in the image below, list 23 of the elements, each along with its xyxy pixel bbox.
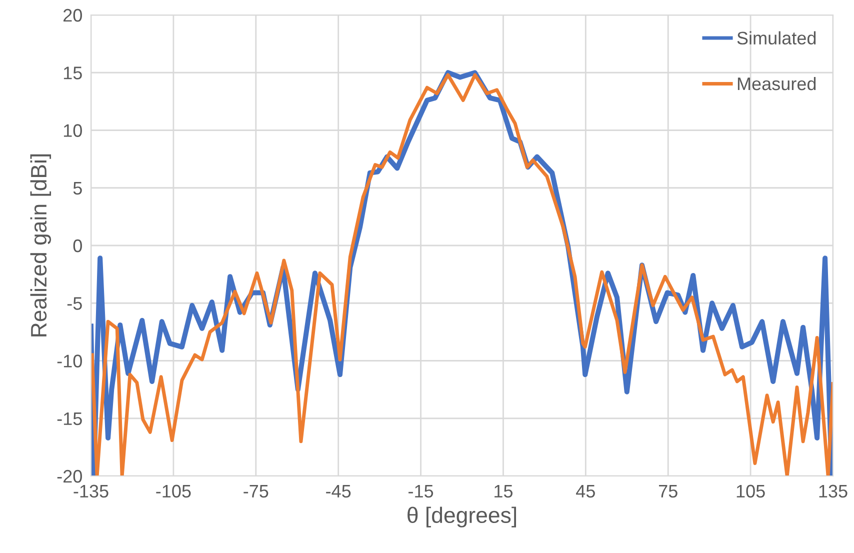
legend-label: Measured [738, 76, 816, 90]
x-tick-label: -45 [326, 484, 351, 498]
y-axis-title: Realized gain [dBi] [30, 154, 52, 336]
x-tick-label: 135 [819, 484, 848, 498]
y-tick-label: -5 [67, 297, 82, 310]
x-tick-label: 15 [494, 484, 513, 498]
y-tick-label: -10 [57, 354, 82, 368]
y-tick-label: 20 [63, 8, 82, 22]
y-tick-label: -15 [57, 412, 82, 426]
x-tick-label: -105 [156, 484, 191, 498]
y-tick-label: 5 [73, 182, 82, 195]
x-tick-label: 105 [736, 484, 765, 498]
y-tick-label: 10 [64, 124, 82, 137]
x-tick-label: -15 [408, 484, 434, 498]
x-tick-label: 75 [658, 484, 678, 498]
y-tick-label: 0 [73, 239, 82, 252]
x-tick-label: -135 [74, 484, 108, 498]
x-axis-title: θ [degrees] [408, 506, 516, 528]
legend-label: Simulated [737, 31, 816, 45]
x-tick-label: -75 [244, 484, 268, 498]
y-tick-label: 15 [64, 66, 82, 80]
x-tick-label: 45 [576, 484, 595, 498]
y-tick-label: -20 [57, 470, 82, 483]
